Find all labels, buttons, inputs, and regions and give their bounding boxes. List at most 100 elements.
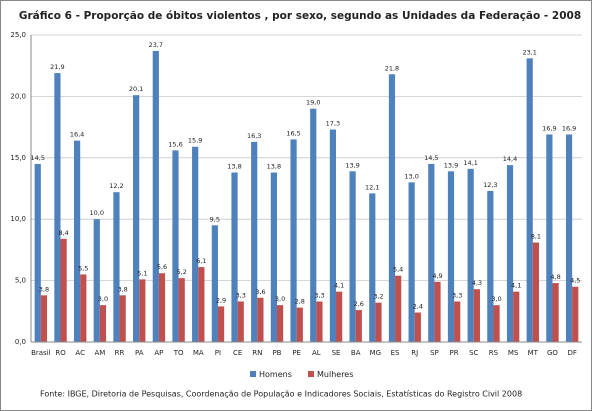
- value-label: 14,1: [463, 159, 477, 167]
- y-tick-label: 25,0: [10, 31, 26, 39]
- x-tick-label: GO: [547, 349, 558, 357]
- bar: [355, 310, 362, 342]
- value-label: 2,8: [295, 298, 305, 306]
- bar: [428, 163, 435, 342]
- bar: [113, 192, 120, 342]
- bar: [296, 307, 303, 342]
- value-label: 3,8: [117, 285, 127, 293]
- value-label: 4,3: [472, 279, 482, 287]
- bar: [276, 305, 284, 342]
- bar: [572, 286, 579, 342]
- value-label: 23,7: [149, 41, 163, 49]
- bar: [257, 297, 264, 342]
- bar: [34, 163, 41, 342]
- value-label: 5,5: [78, 264, 88, 272]
- bar: [119, 295, 126, 342]
- value-label: 13,8: [227, 163, 241, 171]
- bar: [513, 291, 520, 342]
- y-tick-label: 0,0: [15, 338, 26, 346]
- x-tick-label: MS: [508, 349, 519, 357]
- bar: [158, 273, 166, 342]
- bar: [217, 306, 225, 342]
- bar: [80, 274, 87, 342]
- bar: [73, 140, 81, 342]
- bar: [270, 172, 277, 342]
- value-label: 3,3: [314, 291, 324, 299]
- bar: [395, 275, 402, 342]
- value-label: 20,1: [129, 85, 143, 93]
- bar: [552, 283, 559, 342]
- value-label: 2,6: [354, 300, 364, 308]
- value-label: 3,0: [275, 295, 285, 303]
- bar: [172, 150, 179, 342]
- bar: [369, 193, 376, 342]
- x-tick-label: PR: [450, 349, 459, 357]
- value-label: 16,9: [542, 124, 556, 132]
- bar: [231, 172, 238, 342]
- bar: [192, 146, 199, 342]
- value-label: 4,1: [334, 282, 344, 290]
- bar: [40, 295, 48, 342]
- value-label: 4,8: [550, 273, 560, 281]
- x-tick-label: MG: [370, 349, 381, 357]
- bar: [60, 238, 67, 342]
- x-tick-label: AC: [75, 349, 85, 357]
- value-label: 3,3: [236, 291, 246, 299]
- x-tick-label: Brasil: [31, 349, 51, 357]
- value-label: 10,0: [90, 209, 104, 217]
- value-label: 16,9: [562, 124, 576, 132]
- value-label: 16,5: [286, 129, 300, 137]
- bar: [310, 108, 317, 343]
- value-label: 14,5: [30, 154, 44, 162]
- legend-label: Homens: [259, 370, 292, 379]
- bar: [408, 182, 415, 342]
- legend-swatch: [250, 371, 256, 377]
- x-tick-label: CE: [233, 349, 242, 357]
- value-label: 5,2: [177, 268, 187, 276]
- bar: [493, 305, 500, 342]
- value-label: 13,9: [444, 161, 458, 169]
- bar: [251, 141, 258, 342]
- x-tick-label: MA: [193, 349, 204, 357]
- y-tick-label: 20,0: [10, 92, 26, 100]
- x-tick-label: PE: [292, 349, 301, 357]
- bar: [467, 168, 474, 342]
- value-label: 19,0: [306, 99, 320, 107]
- chart-title: Gráfico 6 - Proporção de óbitos violento…: [19, 10, 581, 22]
- value-label: 3,3: [452, 291, 462, 299]
- x-tick-label: PI: [215, 349, 221, 357]
- bar: [506, 165, 514, 342]
- x-tick-label: AL: [312, 349, 321, 357]
- bar: [375, 302, 382, 342]
- y-tick-label: 5,0: [15, 277, 26, 285]
- value-label: 4,1: [511, 282, 521, 290]
- value-label: 3,0: [98, 295, 108, 303]
- value-label: 15,9: [188, 137, 202, 145]
- x-tick-label: DF: [567, 349, 576, 357]
- bar: [336, 291, 343, 342]
- source-note: Fonte: IBGE, Diretoria de Pesquisas, Coo…: [40, 390, 522, 399]
- x-tick-label: AP: [154, 349, 163, 357]
- x-tick-label: RS: [489, 349, 499, 357]
- legend-swatch: [308, 371, 314, 377]
- value-label: 12,1: [365, 183, 379, 191]
- value-label: 5,1: [137, 269, 147, 277]
- bar: [349, 171, 356, 342]
- bar: [414, 312, 421, 342]
- bar: [388, 74, 396, 343]
- value-label: 2,9: [216, 296, 226, 304]
- value-label: 14,4: [503, 155, 517, 163]
- value-label: 16,3: [247, 132, 261, 140]
- bar: [99, 305, 107, 342]
- value-label: 15,6: [168, 140, 182, 148]
- value-label: 13,8: [267, 163, 281, 171]
- value-label: 6,1: [196, 257, 206, 265]
- value-label: 5,6: [157, 263, 167, 271]
- y-tick-label: 15,0: [10, 154, 26, 162]
- value-label: 12,3: [483, 181, 497, 189]
- value-label: 3,0: [491, 295, 501, 303]
- value-label: 12,2: [109, 182, 123, 190]
- bar: [133, 95, 140, 342]
- legend-label: Mulheres: [317, 370, 353, 379]
